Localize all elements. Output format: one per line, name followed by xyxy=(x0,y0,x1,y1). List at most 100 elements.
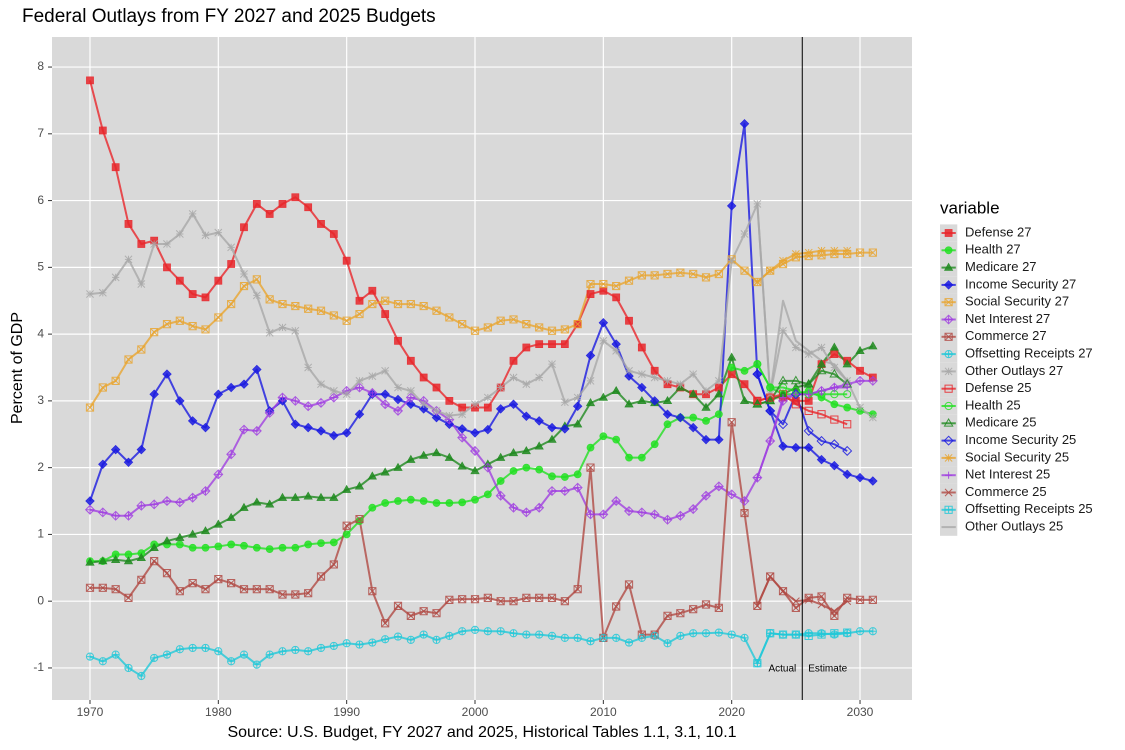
marker xyxy=(406,356,415,365)
marker xyxy=(842,445,853,456)
marker xyxy=(689,629,698,638)
marker xyxy=(535,373,544,382)
marker xyxy=(650,440,659,449)
legend-title: variable xyxy=(940,198,1000,217)
marker xyxy=(944,401,953,411)
marker xyxy=(457,432,468,443)
marker xyxy=(394,336,402,345)
marker xyxy=(175,316,184,325)
marker xyxy=(612,281,621,291)
marker xyxy=(714,410,723,419)
marker xyxy=(432,609,441,618)
marker xyxy=(753,659,762,668)
marker xyxy=(830,415,839,424)
x-tick-label: 1990 xyxy=(333,705,360,719)
marker xyxy=(624,399,634,408)
marker xyxy=(291,326,300,335)
marker xyxy=(868,413,877,422)
marker xyxy=(509,373,518,382)
marker xyxy=(291,645,300,655)
marker xyxy=(816,365,827,375)
marker xyxy=(534,416,544,426)
marker xyxy=(226,382,236,393)
marker xyxy=(843,597,852,606)
marker xyxy=(779,393,787,402)
marker xyxy=(868,595,877,604)
marker xyxy=(804,593,813,602)
marker xyxy=(136,500,147,511)
marker xyxy=(278,299,287,309)
marker xyxy=(137,575,146,584)
marker xyxy=(355,514,364,524)
marker xyxy=(214,647,223,656)
chart-title: Federal Outlays from FY 2027 and 2025 Bu… xyxy=(22,6,436,27)
marker xyxy=(753,474,761,482)
legend-label: Offsetting Receipts 27 xyxy=(965,346,1093,361)
marker xyxy=(740,633,749,642)
marker xyxy=(612,633,621,642)
marker xyxy=(688,389,698,398)
marker xyxy=(586,376,595,385)
marker xyxy=(521,411,532,421)
marker xyxy=(803,378,814,388)
marker xyxy=(586,279,595,289)
marker xyxy=(252,585,261,594)
marker xyxy=(944,384,953,393)
marker xyxy=(650,373,659,382)
marker xyxy=(483,424,493,435)
legend-label: Defense 25 xyxy=(965,380,1032,395)
marker xyxy=(265,295,274,304)
marker xyxy=(163,240,171,248)
marker xyxy=(599,633,608,642)
marker xyxy=(124,355,133,364)
marker xyxy=(688,504,699,515)
marker xyxy=(792,390,800,398)
x-tick-label: 2030 xyxy=(847,705,874,719)
marker xyxy=(175,645,184,654)
marker xyxy=(496,627,505,636)
marker xyxy=(110,444,121,455)
marker xyxy=(753,360,762,369)
y-tick-label: 8 xyxy=(37,59,44,73)
marker xyxy=(187,416,198,426)
marker xyxy=(111,163,120,172)
marker xyxy=(458,410,467,419)
marker xyxy=(227,579,236,588)
marker xyxy=(843,383,851,392)
marker xyxy=(432,383,441,392)
marker xyxy=(598,318,609,328)
marker xyxy=(303,491,313,500)
marker xyxy=(213,469,224,480)
marker xyxy=(342,316,351,325)
marker xyxy=(201,585,210,594)
marker xyxy=(548,360,556,369)
marker xyxy=(547,593,557,602)
marker xyxy=(637,382,647,393)
marker xyxy=(368,299,377,309)
x-tick-label: 1970 xyxy=(77,705,104,719)
marker xyxy=(393,299,403,309)
marker xyxy=(277,492,288,501)
marker xyxy=(944,350,953,359)
marker xyxy=(393,601,403,610)
marker xyxy=(368,286,377,295)
marker xyxy=(547,631,557,640)
marker xyxy=(752,369,763,380)
marker xyxy=(752,398,763,408)
marker xyxy=(278,200,287,208)
marker xyxy=(226,512,236,521)
marker xyxy=(290,395,301,406)
marker xyxy=(188,322,197,331)
marker xyxy=(329,430,339,441)
marker xyxy=(227,260,236,268)
marker xyxy=(405,392,416,403)
marker xyxy=(856,366,864,375)
marker xyxy=(624,371,634,381)
marker xyxy=(458,320,467,329)
marker xyxy=(458,403,467,412)
marker xyxy=(355,309,364,319)
marker xyxy=(316,643,326,653)
marker xyxy=(599,279,608,289)
marker xyxy=(599,336,608,345)
marker xyxy=(201,643,210,653)
